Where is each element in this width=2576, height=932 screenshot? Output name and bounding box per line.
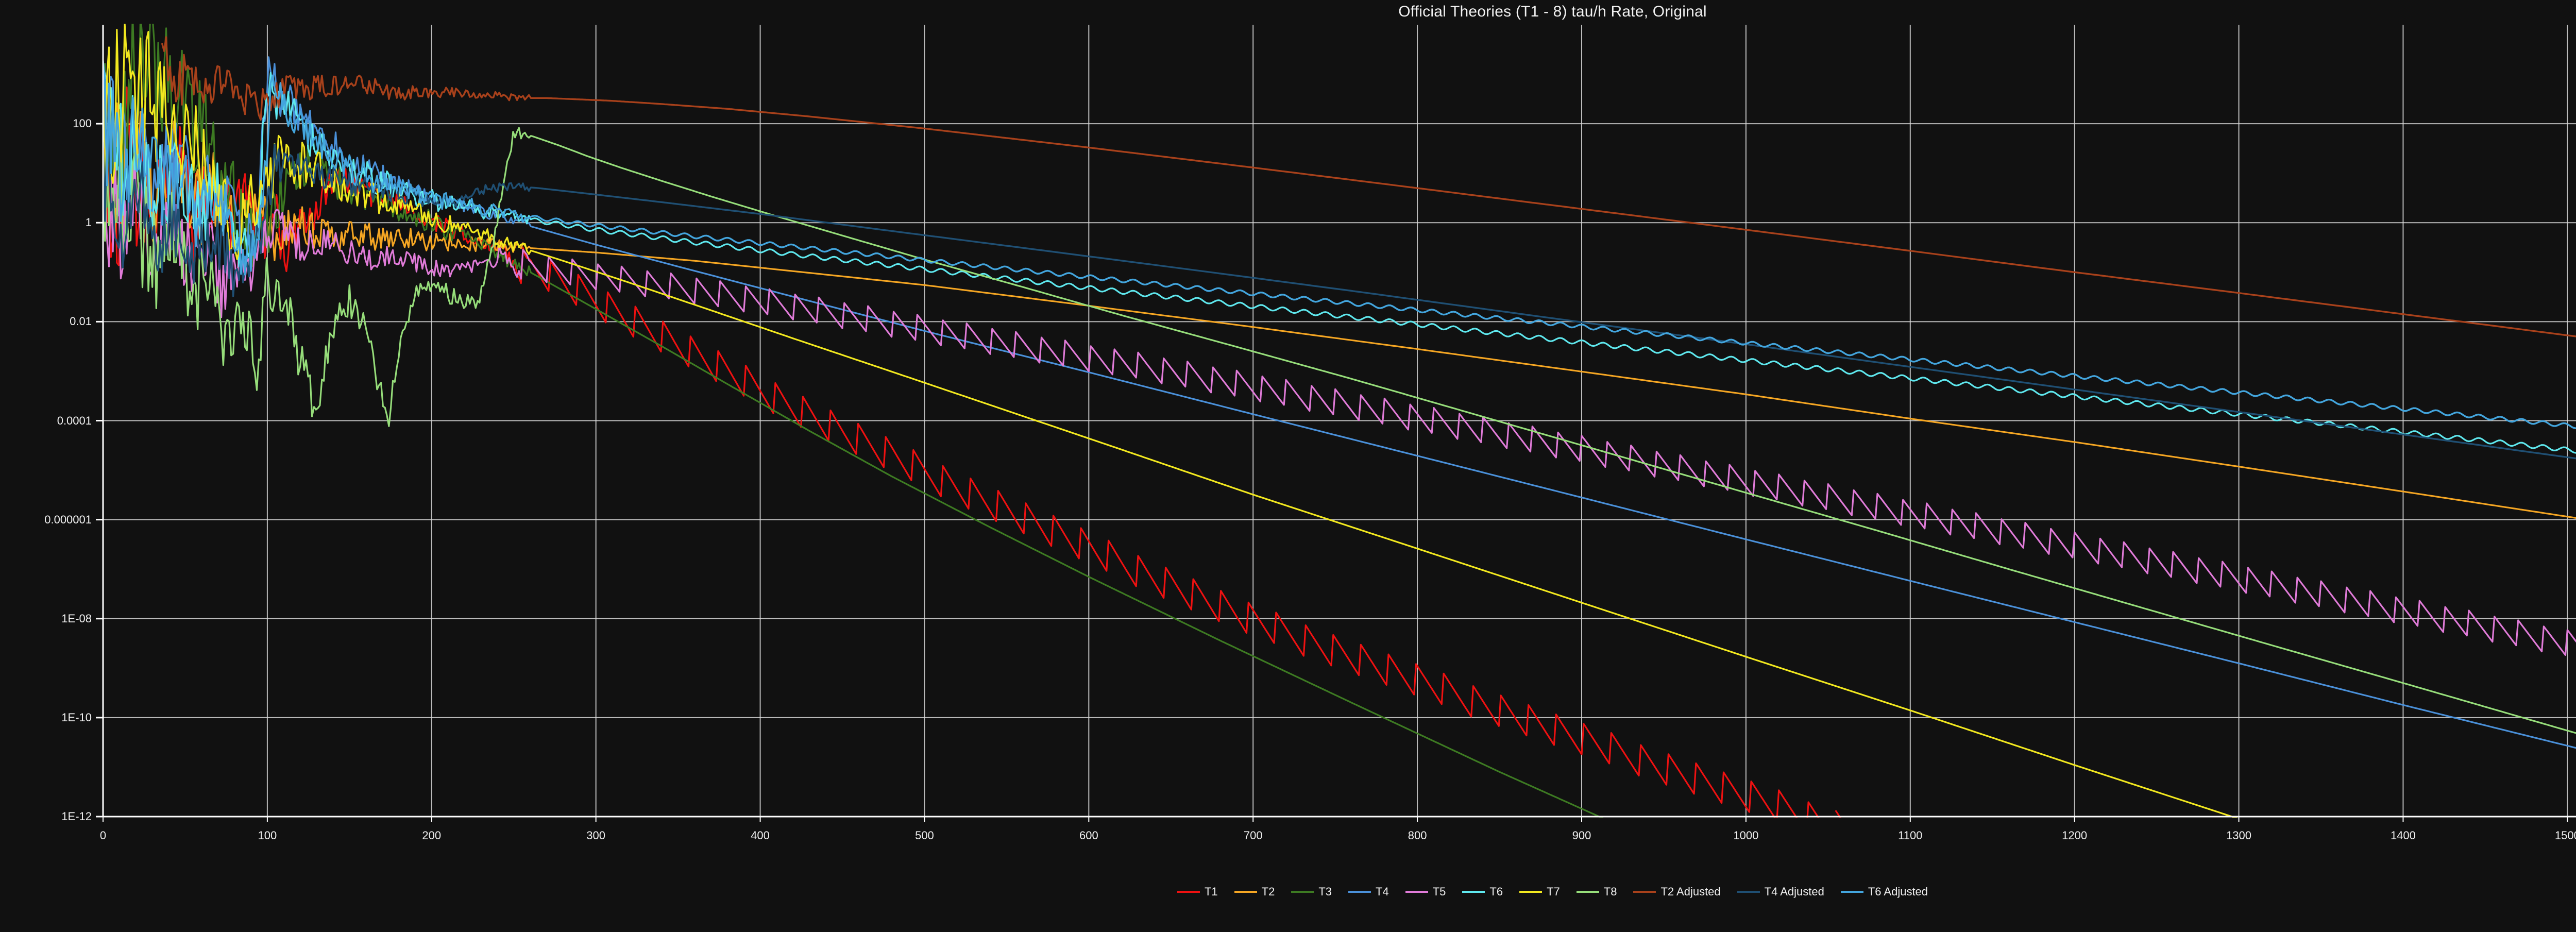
x-tick-label: 1300 [2226,829,2252,842]
legend-item-t2[interactable]: T2 [1234,885,1275,899]
y-tick-label: 0.0001 [57,414,92,427]
legend-swatch-icon [1177,891,1200,893]
y-tick-label: 100 [73,117,92,130]
legend-label: T4 [1376,885,1389,898]
series-line-t6 [103,64,2576,454]
legend-item-t4[interactable]: T4 [1348,885,1389,899]
legend-item-t6[interactable]: T6 [1462,885,1503,899]
plot-area: 100 1 0.01 0.0001 0.000001 1E-08 1E-10 1E-12 0 1… [44,24,2576,842]
series-line-t5 [103,150,2576,656]
chart-legend: T1 T2 T3 T4 T5 T6 T7 T8 T2 Adjusted T4 Adjusted T6… [0,885,2576,899]
x-tick-label: 300 [586,829,606,842]
y-tick-label: 1E-12 [61,810,92,823]
legend-swatch-icon [1737,891,1760,893]
legend-item-t7[interactable]: T7 [1519,885,1560,899]
y-tick-label: 1 [85,216,92,229]
y-tick-label: 1E-08 [61,612,92,625]
legend-swatch-icon [1633,891,1656,893]
legend-swatch-icon [1462,891,1485,893]
x-tick-label: 800 [1408,829,1427,842]
series-line-t6-adjusted [103,60,2576,429]
legend-item-t1[interactable]: T1 [1177,885,1218,899]
x-tick-label: 500 [915,829,934,842]
series-line-t8 [103,127,2576,734]
legend-swatch-icon [1234,891,1257,893]
legend-item-t8[interactable]: T8 [1576,885,1617,899]
series-line-t4 [103,56,2576,749]
legend-swatch-icon [1348,891,1371,893]
legend-swatch-icon [1291,891,1314,893]
legend-label: T8 [1603,885,1617,898]
legend-swatch-icon [1576,891,1599,893]
y-tick-label: 1E-10 [61,710,92,724]
series-line-t3 [103,24,1604,818]
legend-label: T4 Adjusted [1764,885,1824,898]
x-tick-label: 1100 [1898,829,1923,842]
series-line-t7 [103,24,2238,818]
plot-svg [96,24,2576,822]
series-line-t1 [103,86,1841,818]
legend-item-t4-adjusted[interactable]: T4 Adjusted [1737,885,1824,899]
legend-label: T2 [1261,885,1275,898]
legend-label: T5 [1432,885,1446,898]
legend-item-t6-adjusted[interactable]: T6 Adjusted [1840,885,1928,899]
y-tick-label: 0.01 [70,315,92,328]
axis-ticks [96,123,2568,822]
series-line-t2-adjusted [161,36,2576,337]
legend-item-t2-adjusted[interactable]: T2 Adjusted [1633,885,1721,899]
x-tick-label: 700 [1243,829,1263,842]
legend-swatch-icon [1840,891,1863,893]
legend-item-t5[interactable]: T5 [1405,885,1446,899]
series-lines [103,24,2576,818]
x-tick-label: 600 [1079,829,1098,842]
legend-label: T3 [1318,885,1332,898]
gridlines [103,25,2576,817]
x-tick-label: 400 [751,829,770,842]
x-tick-label: 100 [258,829,277,842]
x-tick-label: 1200 [2062,829,2088,842]
y-tick-label: 0.000001 [44,513,92,526]
legend-label: T7 [1547,885,1560,898]
legend-label: T6 [1489,885,1503,898]
series-line-t2 [103,87,2576,519]
x-tick-label: 1400 [2390,829,2416,842]
legend-label: T6 Adjusted [1868,885,1928,898]
x-tick-label: 900 [1572,829,1591,842]
x-tick-label: 1500 [2554,829,2576,842]
x-tick-label: 1000 [1733,829,1759,842]
series-line-t4-adjusted [103,129,2576,460]
legend-item-t3[interactable]: T3 [1291,885,1332,899]
legend-swatch-icon [1405,891,1428,893]
legend-swatch-icon [1519,891,1543,893]
chart-title: Official Theories (T1 - 8) tau/h Rate, O… [1398,3,1707,20]
legend-label: T2 Adjusted [1660,885,1721,898]
legend-label: T1 [1204,885,1218,898]
x-tick-label: 200 [422,829,442,842]
x-tick-label: 0 [99,829,107,842]
